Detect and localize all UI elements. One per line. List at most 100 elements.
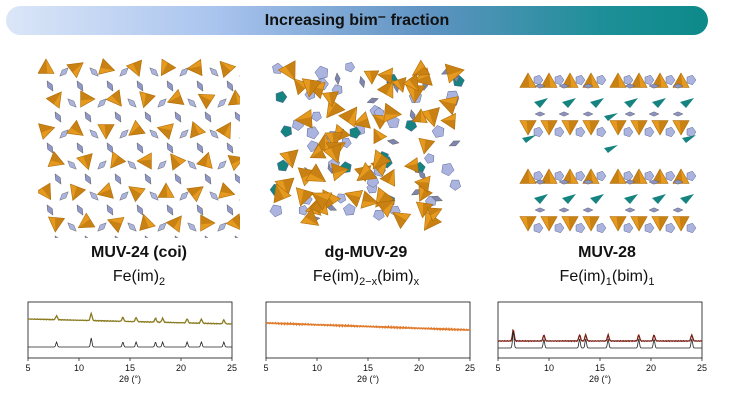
im-linker <box>430 195 443 202</box>
im-linker <box>67 98 77 108</box>
fe-tetrahedron <box>651 120 669 136</box>
xrd-plot-2: 5 10 15 20 25 2θ (°) <box>263 301 475 384</box>
im-linker <box>144 173 152 185</box>
imidazolate-ring <box>554 222 565 234</box>
muv-28-structure <box>519 72 697 234</box>
im-linker <box>672 207 684 213</box>
fe-tetrahedron <box>219 60 237 78</box>
imidazolate-ring <box>554 126 565 138</box>
imidazolate-ring <box>314 65 329 80</box>
x-tick-label: 15 <box>363 363 373 373</box>
im-linker <box>67 160 77 170</box>
im-linker <box>97 222 107 232</box>
im-linker <box>648 83 660 89</box>
im-linker <box>672 83 684 89</box>
im-linker <box>136 204 144 216</box>
im-linker <box>648 207 660 213</box>
imidazolate-ring <box>686 222 697 234</box>
fe-tetrahedron <box>402 73 419 92</box>
fe-tetrahedron <box>403 157 419 174</box>
fe-tetrahedron <box>561 120 579 136</box>
im-linker <box>648 111 660 117</box>
im-linker <box>144 235 152 238</box>
fe-tetrahedron <box>356 161 378 181</box>
im-linker <box>46 80 54 92</box>
im-linker <box>209 129 219 139</box>
formula-2-sub: 2−x <box>359 276 378 289</box>
simulated-pattern <box>498 332 702 349</box>
im-linker <box>534 83 546 89</box>
im-linker <box>624 111 636 117</box>
fe-tetrahedron <box>426 207 443 222</box>
im-linker <box>204 173 212 185</box>
fraction-banner: Increasing bim⁻ fraction <box>6 6 708 35</box>
im-linker <box>179 129 189 139</box>
im-linker <box>97 160 107 170</box>
imidazolate-ring <box>424 153 435 164</box>
im-linker <box>418 170 427 181</box>
fe-tetrahedron <box>105 89 122 107</box>
imidazolate-ring <box>665 170 676 182</box>
benzimidazolate-ring <box>624 194 638 204</box>
im-linker <box>149 191 159 201</box>
fe-tetrahedron <box>418 137 436 155</box>
fe-tetrahedron <box>77 212 96 229</box>
im-linker <box>366 97 379 104</box>
im-linker <box>119 67 129 77</box>
fe-tetrahedron <box>218 182 236 199</box>
fe-tetrahedron <box>321 91 339 108</box>
im-linker <box>672 179 684 185</box>
benzimidazolate-ring <box>590 194 604 204</box>
imidazolate-ring <box>596 222 607 234</box>
benzimidazolate-ring <box>624 98 638 108</box>
fe-tetrahedron <box>66 62 84 79</box>
fe-tetrahedron <box>540 168 558 184</box>
im-linker <box>157 160 167 170</box>
imidazolate-ring <box>623 74 634 86</box>
im-linker <box>54 173 62 185</box>
fe-tetrahedron <box>186 186 204 203</box>
im-linker <box>582 111 594 117</box>
benzimidazolate-ring <box>280 125 292 138</box>
formula-3-base: Fe(im) <box>559 268 606 285</box>
fe-tetrahedron <box>295 187 315 207</box>
im-linker <box>217 222 227 232</box>
fe-tetrahedron <box>444 63 465 84</box>
im-linker <box>196 142 204 154</box>
imidazolate-ring <box>575 126 586 138</box>
benzimidazolate-ring <box>562 98 576 108</box>
im-linker <box>136 80 144 92</box>
imidazolate-ring <box>665 222 676 234</box>
fe-tetrahedron <box>330 162 349 182</box>
formula-2-tail: (bim) <box>377 268 414 285</box>
fe-tetrahedron <box>157 182 175 198</box>
im-linker <box>174 111 182 123</box>
formula-1-sub: 2 <box>159 276 166 289</box>
im-linker <box>187 160 197 170</box>
imidazolate-ring <box>644 222 655 234</box>
fe-tetrahedron <box>363 70 380 85</box>
fe-tetrahedron <box>165 215 182 233</box>
benzimidazolate-ring <box>562 194 576 204</box>
benzimidazolate-ring <box>590 98 604 108</box>
fe-tetrahedron <box>412 108 428 124</box>
imidazolate-ring <box>533 170 544 182</box>
im-linker <box>217 160 227 170</box>
im-linker <box>226 80 234 92</box>
fe-tetrahedron <box>167 88 185 105</box>
im-linker <box>334 72 341 86</box>
formula-3-sub2: 1 <box>648 276 655 289</box>
experimental-pattern <box>265 321 471 332</box>
fe-tetrahedron <box>672 120 690 136</box>
experimental-pattern <box>27 311 233 325</box>
fe-tetrahedron <box>373 128 388 145</box>
x-tick-label: 20 <box>414 363 424 373</box>
im-linker <box>114 173 122 185</box>
im-linker <box>84 235 92 238</box>
im-linker <box>187 98 197 108</box>
fe-tetrahedron <box>540 120 558 136</box>
fe-tetrahedron <box>45 91 62 109</box>
x-axis-label: 2θ (°) <box>589 374 611 384</box>
im-linker <box>89 67 99 77</box>
im-linker <box>624 83 636 89</box>
